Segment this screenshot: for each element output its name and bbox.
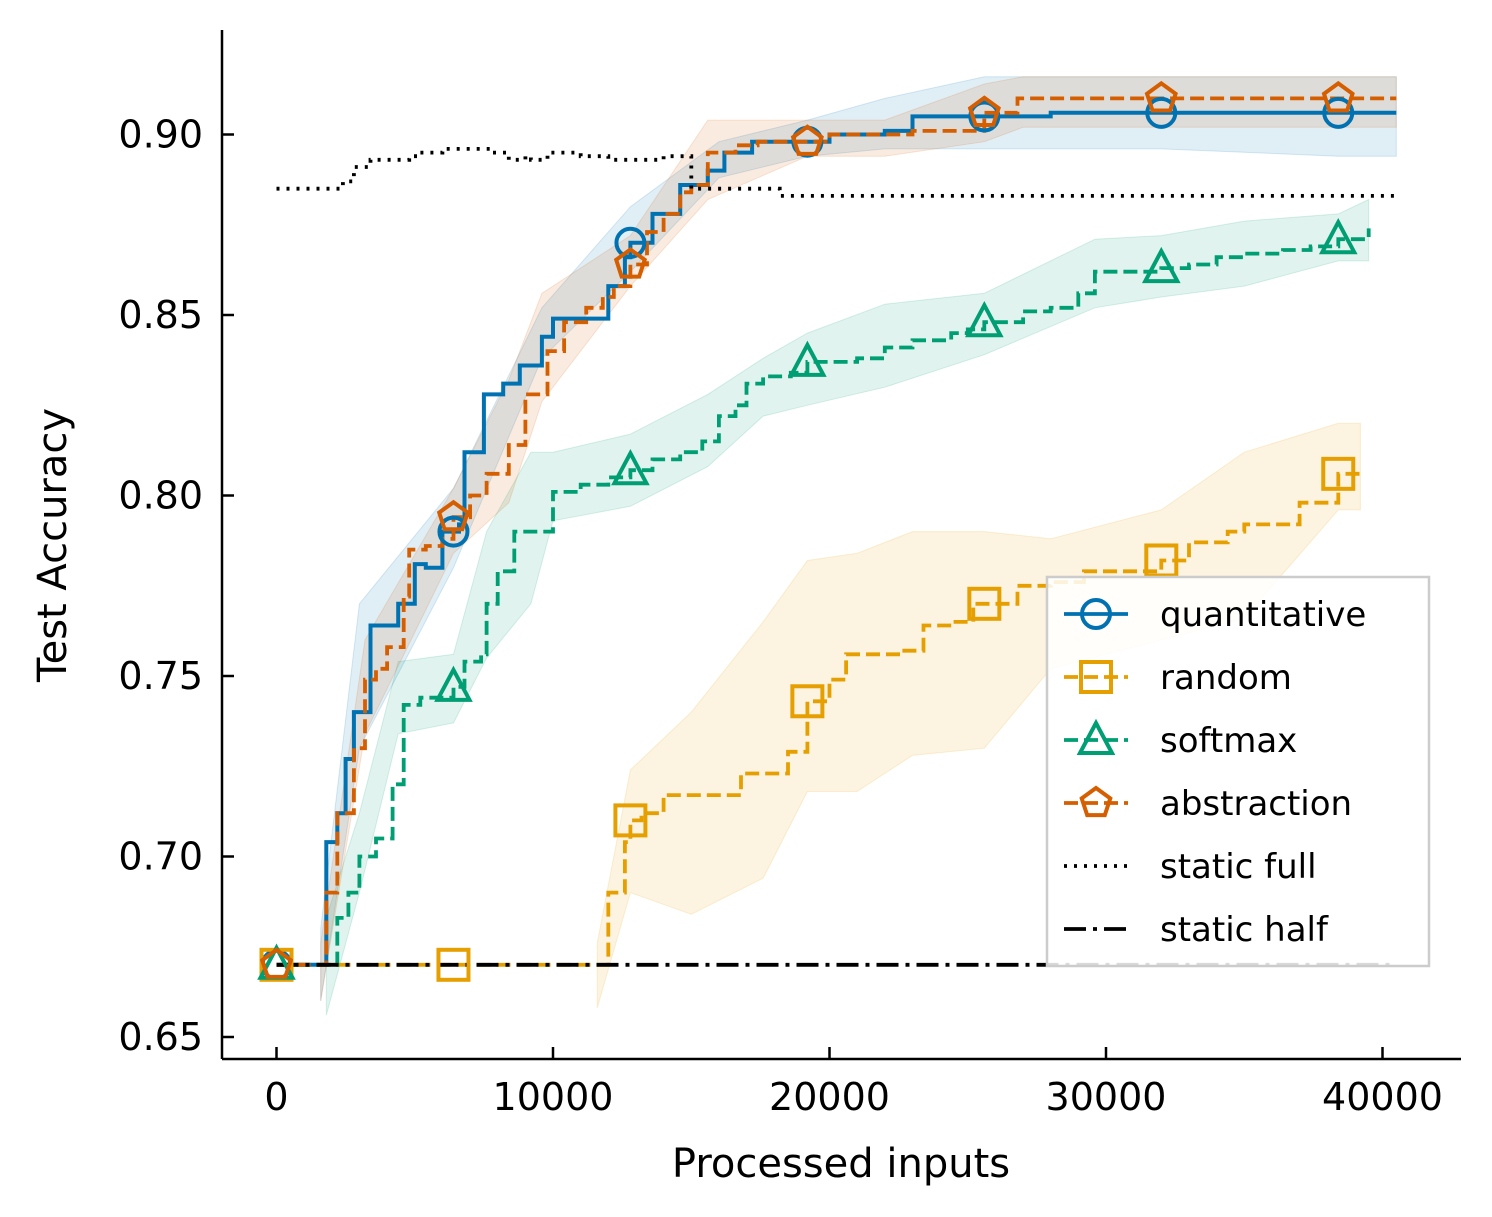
random-band — [596, 422, 1361, 1009]
legend-label-quantitative: quantitative — [1160, 595, 1366, 635]
y-tick-label: 0.80 — [118, 474, 203, 518]
y-tick-label: 0.70 — [118, 835, 203, 879]
legend-label-abstraction: abstraction — [1160, 784, 1352, 824]
legend-entry-quantitative: quantitative — [1064, 595, 1366, 635]
y-axis-title: Test Accuracy — [30, 408, 76, 683]
x-tick-label: 20000 — [769, 1075, 890, 1119]
abstraction-line — [276, 96, 1397, 967]
random-line — [276, 471, 1361, 967]
softmax-marker-4 — [965, 300, 1004, 338]
x-ticks: 0 10000 20000 30000 40000 — [264, 1047, 1443, 1119]
legend-label-static-full: static full — [1160, 847, 1317, 887]
quantitative-marker-1 — [437, 515, 470, 548]
abstraction-marker-5 — [1144, 80, 1178, 113]
quantitative-marker-5 — [1145, 96, 1178, 129]
random-marker-2 — [613, 803, 648, 838]
softmax-marker-1 — [434, 665, 473, 702]
abstraction-marker-0 — [259, 947, 294, 979]
random-marker-4 — [967, 586, 1002, 621]
legend-label-random: random — [1160, 658, 1292, 698]
random-marker-3 — [790, 684, 825, 719]
abstraction-marker-3 — [790, 124, 824, 156]
legend-entry-softmax: softmax — [1064, 718, 1297, 761]
quantitative-marker-4 — [968, 100, 1001, 133]
legend-entry-random: random — [1064, 658, 1292, 698]
x-axis-title: Processed inputs — [672, 1141, 1010, 1187]
random-marker-5 — [1144, 543, 1179, 578]
axes — [220, 30, 1461, 1061]
y-tick-label: 0.65 — [118, 1015, 203, 1059]
x-tick-label: 0 — [264, 1075, 288, 1119]
abstraction-marker-6 — [1321, 80, 1355, 113]
abstraction-marker-2 — [613, 247, 648, 279]
softmax-marker-5 — [1141, 246, 1181, 284]
legend-marker-quantitative — [1080, 598, 1112, 630]
x-tick-label: 10000 — [493, 1075, 614, 1119]
legend-entry-static-full: static full — [1064, 847, 1317, 887]
softmax-marker-6 — [1318, 217, 1358, 255]
legend-frame — [1045, 575, 1431, 968]
legend-marker-abstraction — [1079, 785, 1113, 818]
series-markers — [257, 80, 1358, 982]
random-marker-6 — [1321, 456, 1356, 491]
quantitative-marker-6 — [1322, 96, 1355, 129]
legend-label-static-half: static half — [1160, 910, 1329, 950]
random-marker-1 — [436, 947, 471, 982]
legend-entry-abstraction: abstraction — [1064, 784, 1352, 824]
static-full-line — [276, 147, 1397, 198]
y-tick-label: 0.75 — [118, 654, 203, 698]
softmax-line — [276, 228, 1371, 967]
abstraction-marker-1 — [436, 499, 471, 532]
x-tick-label: 40000 — [1322, 1075, 1443, 1119]
y-ticks: 0.65 0.70 0.75 0.80 0.85 0.90 — [118, 113, 234, 1059]
y-tick-label: 0.90 — [118, 113, 203, 157]
legend-entry-static-half: static half — [1064, 910, 1329, 950]
x-tick-label: 30000 — [1046, 1075, 1167, 1119]
legend-label-softmax: softmax — [1160, 721, 1297, 761]
abstraction-marker-4 — [967, 95, 1001, 127]
softmax-marker-3 — [788, 340, 827, 377]
softmax-marker-2 — [611, 448, 650, 486]
y-tick-label: 0.85 — [118, 293, 203, 337]
quantitative-marker-2 — [614, 226, 647, 259]
legend-marker-random — [1079, 660, 1113, 694]
legend-marker-softmax — [1076, 718, 1116, 755]
legend: quantitative random softmax abstraction stat… — [1045, 575, 1431, 968]
